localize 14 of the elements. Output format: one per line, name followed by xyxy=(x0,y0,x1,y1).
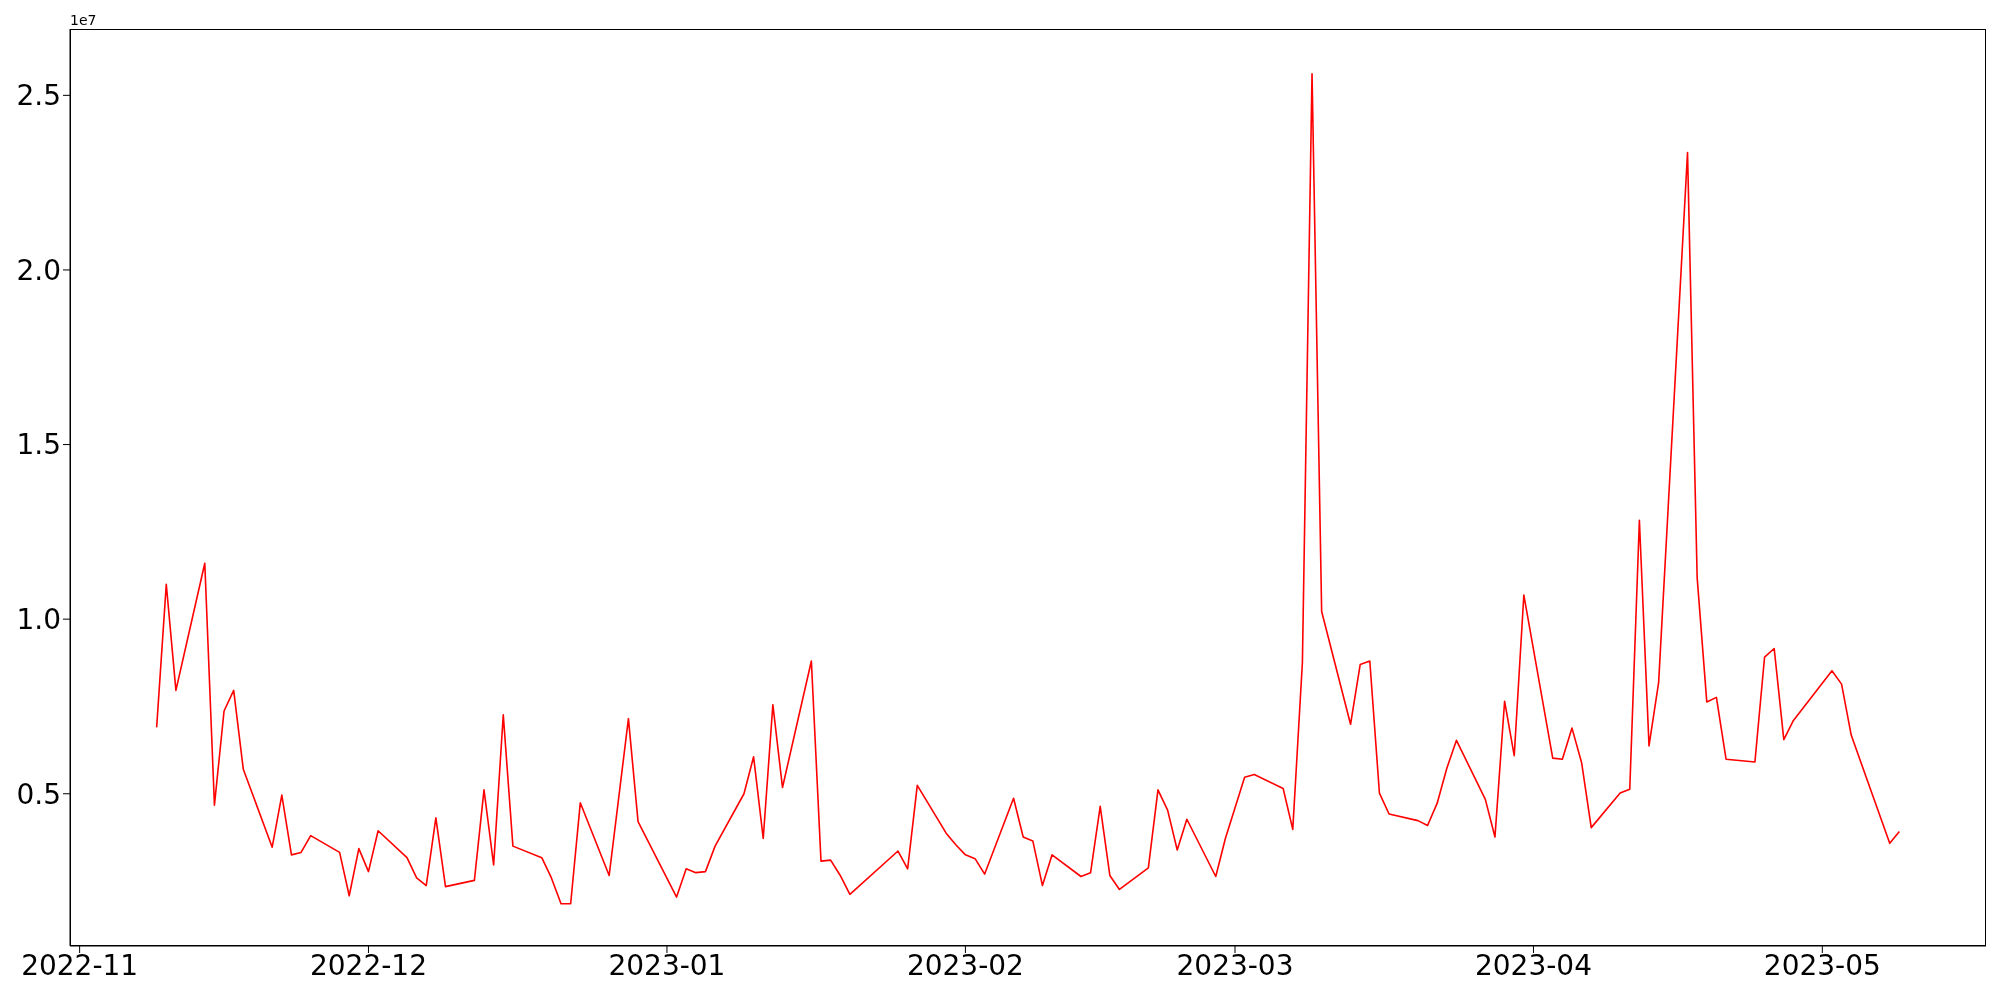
y-tick-label: 2.0 xyxy=(16,253,61,287)
text: 1e7 xyxy=(70,12,97,28)
y-tick-label: 0.5 xyxy=(16,777,61,811)
y-tick-label: 1.5 xyxy=(16,428,61,462)
x-tick-label: 2023-05 xyxy=(1763,948,1881,982)
x-tick-label: 2022-11 xyxy=(21,948,139,982)
y-tick-label: 1.0 xyxy=(16,603,61,637)
x-tick-label: 2023-02 xyxy=(906,948,1024,982)
x-tick-label: 2023-03 xyxy=(1176,948,1294,982)
x-tick-label: 2023-01 xyxy=(608,948,726,982)
y-tick-label: 2.5 xyxy=(16,79,61,113)
line-series xyxy=(155,72,1901,905)
x-tick-label: 2023-04 xyxy=(1474,948,1592,982)
x-tick-label: 2022-12 xyxy=(309,948,427,982)
